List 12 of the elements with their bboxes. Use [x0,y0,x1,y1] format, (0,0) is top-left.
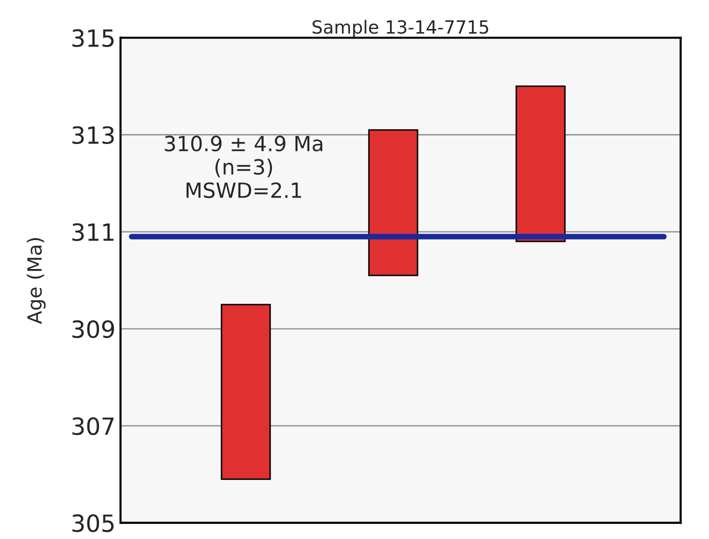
chart-title: Sample 13-14-7715 [312,20,488,38]
bar [516,86,566,242]
annotation: 310.9 ± 4.9 Ma (n=3) MSWD=2.1 [164,136,322,198]
y-tick-label: 307 [72,417,114,436]
y-tick-label: 311 [72,223,114,242]
y-tick-label: 313 [72,126,114,144]
y-axis-title: Age (Ma) [26,238,46,324]
bar [368,129,418,276]
bar [220,304,271,480]
y-tick-label: 309 [72,320,114,338]
y-tick-label: 305 [72,514,114,532]
y-tick-label: 315 [72,29,114,48]
